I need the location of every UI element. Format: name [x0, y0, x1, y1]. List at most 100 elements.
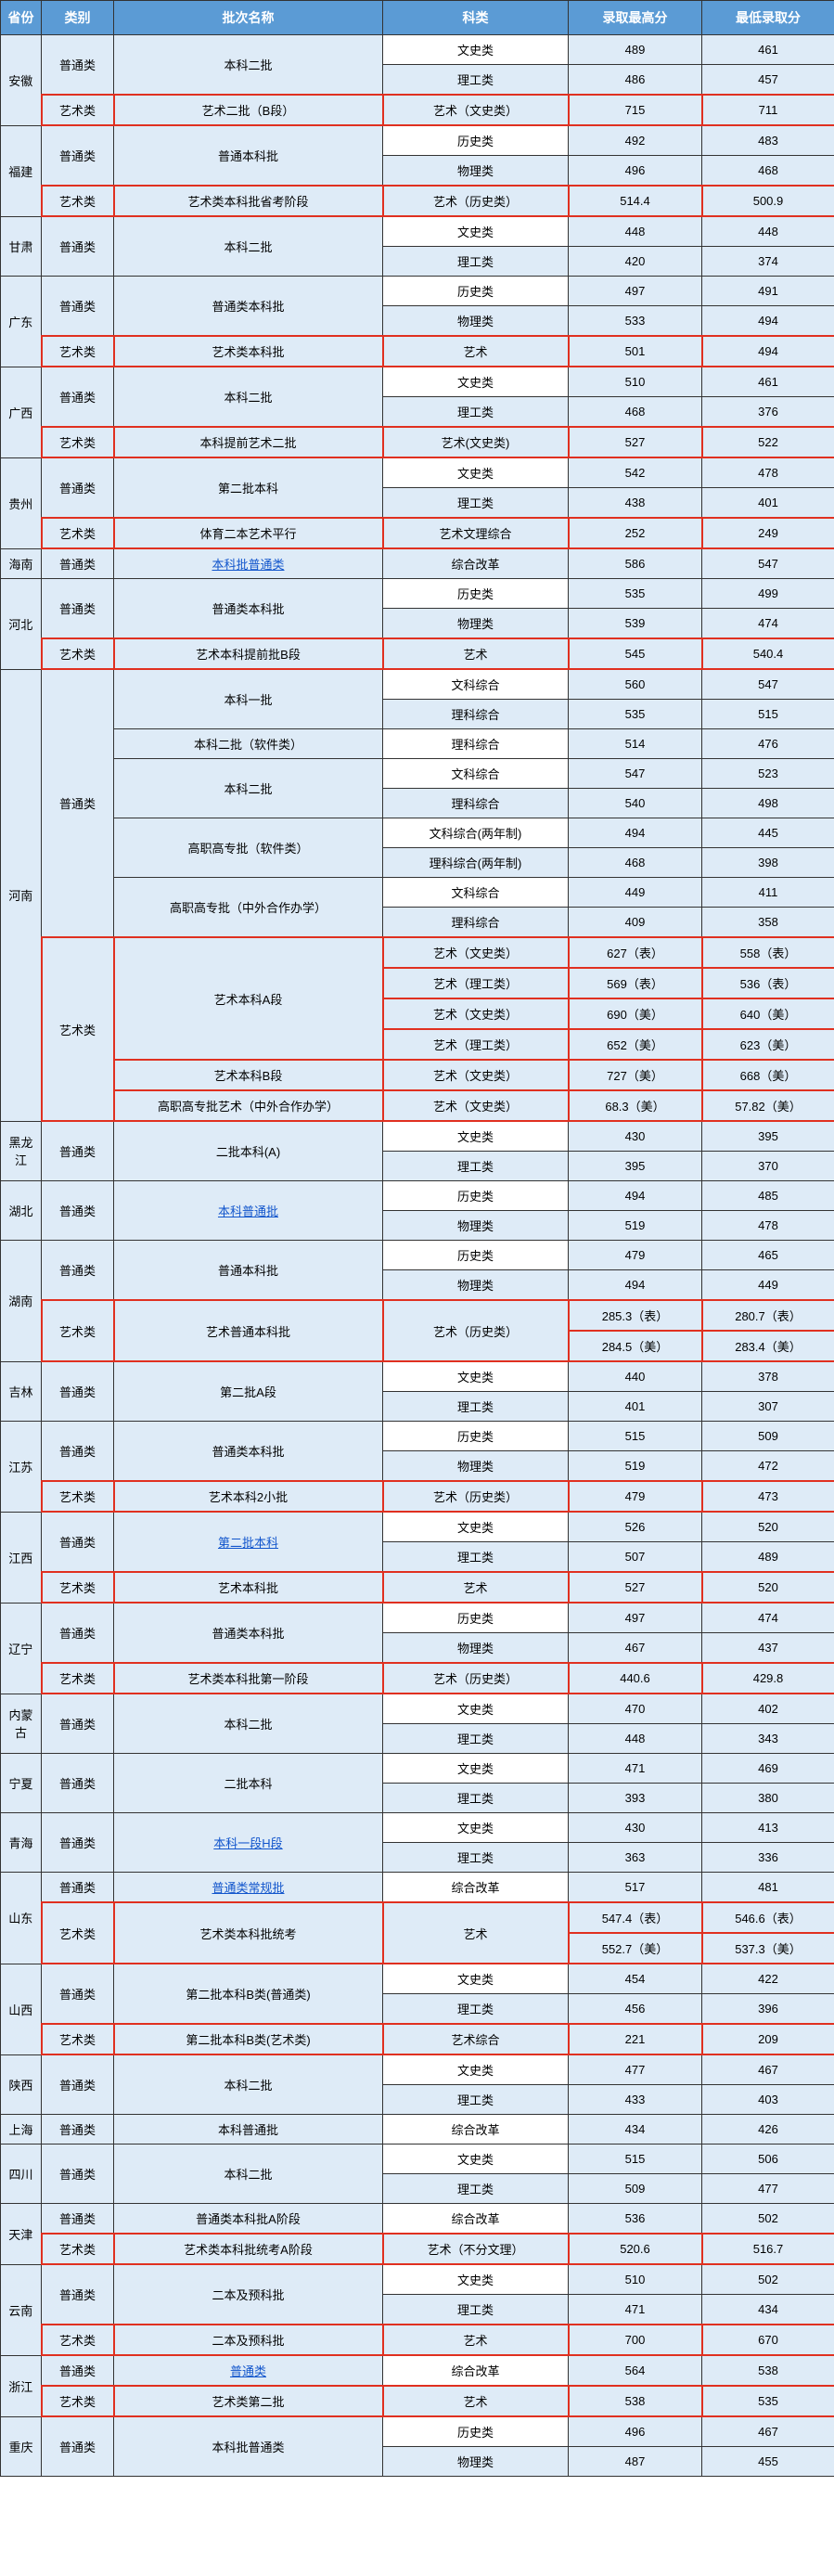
cell-category: 普通类 [42, 1603, 114, 1663]
table-row: 安徽普通类本科二批文史类489461 [1, 35, 834, 65]
cell-batch: 艺术类本科批统考A阶段 [114, 2234, 383, 2264]
cell-max: 652（美） [569, 1029, 702, 1060]
cell-category: 普通类 [42, 2355, 114, 2386]
cell-type: 文科综合 [383, 759, 569, 789]
cell-max: 715 [569, 95, 702, 125]
cell-category: 普通类 [42, 35, 114, 96]
cell-type: 综合改革 [383, 2355, 569, 2386]
cell-min: 472 [702, 1451, 834, 1482]
cell-min: 468 [702, 156, 834, 187]
cell-type: 理科综合 [383, 729, 569, 759]
cell-batch-link[interactable]: 本科普通批 [218, 1204, 278, 1218]
cell-min: 547 [702, 669, 834, 700]
cell-min: 500.9 [702, 186, 834, 216]
cell-max: 363 [569, 1843, 702, 1873]
cell-batch: 第二批本科 [114, 1512, 383, 1572]
cell-min: 401 [702, 488, 834, 519]
cell-type: 艺术 [383, 1902, 569, 1964]
cell-category: 普通类 [42, 2264, 114, 2325]
cell-min: 434 [702, 2295, 834, 2325]
table-row: 山东普通类普通类常规批综合改革517481 [1, 1873, 834, 1903]
table-row: 艺术本科B段艺术（文史类）727（美）668（美） [1, 1060, 834, 1090]
cell-type: 物理类 [383, 1211, 569, 1241]
cell-type: 艺术（理工类） [383, 1029, 569, 1060]
cell-type: 理工类 [383, 2295, 569, 2325]
col-province: 省份 [1, 1, 42, 35]
cell-category: 艺术类 [42, 937, 114, 1121]
cell-max: 514 [569, 729, 702, 759]
cell-min: 374 [702, 247, 834, 277]
cell-type: 文科综合 [383, 878, 569, 908]
cell-batch: 普通类本科批 [114, 1603, 383, 1663]
cell-min: 476 [702, 729, 834, 759]
cell-min: 448 [702, 216, 834, 247]
cell-max: 456 [569, 1994, 702, 2025]
cell-category: 普通类 [42, 216, 114, 277]
cell-max: 527 [569, 427, 702, 457]
cell-min: 474 [702, 609, 834, 639]
cell-max: 569（表） [569, 968, 702, 998]
cell-batch: 本科二批 [114, 2054, 383, 2115]
cell-max: 507 [569, 1542, 702, 1573]
cell-type: 物理类 [383, 1270, 569, 1301]
cell-max: 449 [569, 878, 702, 908]
cell-min: 283.4（美） [702, 1331, 834, 1361]
cell-batch-link[interactable]: 第二批本科 [218, 1536, 278, 1550]
cell-type: 文史类 [383, 1813, 569, 1843]
cell-min: 426 [702, 2115, 834, 2145]
cell-batch: 艺术本科B段 [114, 1060, 383, 1090]
cell-type: 艺术 [383, 2325, 569, 2355]
cell-batch: 艺术类本科批省考阶段 [114, 186, 383, 216]
cell-type: 理科综合 [383, 789, 569, 818]
cell-batch-link[interactable]: 本科批普通类 [212, 558, 284, 572]
cell-batch: 二本及预科批 [114, 2325, 383, 2355]
cell-min: 489 [702, 1542, 834, 1573]
cell-min: 209 [702, 2024, 834, 2054]
cell-max: 547 [569, 759, 702, 789]
cell-type: 艺术（理工类） [383, 968, 569, 998]
cell-batch-link[interactable]: 普通类常规批 [212, 1881, 284, 1895]
cell-max: 252 [569, 518, 702, 548]
cell-min: 398 [702, 848, 834, 878]
cell-max: 494 [569, 1270, 702, 1301]
cell-min: 478 [702, 1211, 834, 1241]
cell-max: 520.6 [569, 2234, 702, 2264]
cell-category: 艺术类 [42, 1902, 114, 1964]
cell-min: 395 [702, 1121, 834, 1152]
cell-min: 343 [702, 1724, 834, 1754]
cell-batch-link[interactable]: 本科一段H段 [213, 1836, 282, 1850]
cell-min: 380 [702, 1784, 834, 1813]
cell-max: 468 [569, 848, 702, 878]
cell-type: 综合改革 [383, 2115, 569, 2145]
cell-min: 280.7（表） [702, 1300, 834, 1331]
cell-batch: 高职高专批（软件类） [114, 818, 383, 878]
cell-type: 艺术 [383, 638, 569, 669]
cell-type: 历史类 [383, 579, 569, 609]
cell-min: 481 [702, 1873, 834, 1903]
cell-batch: 普通类本科批 [114, 579, 383, 639]
cell-type: 综合改革 [383, 2204, 569, 2235]
cell-min: 494 [702, 306, 834, 337]
cell-min: 546.6（表） [702, 1902, 834, 1933]
cell-type: 理工类 [383, 65, 569, 96]
cell-category: 普通类 [42, 1964, 114, 2024]
cell-min: 506 [702, 2145, 834, 2174]
cell-min: 455 [702, 2447, 834, 2477]
cell-category: 普通类 [42, 457, 114, 518]
table-row: 广东普通类普通类本科批历史类497491 [1, 277, 834, 306]
cell-type: 文史类 [383, 1361, 569, 1392]
cell-batch: 本科二批 [114, 35, 383, 96]
cell-type: 理科综合(两年制) [383, 848, 569, 878]
cell-category: 普通类 [42, 2115, 114, 2145]
cell-batch-link[interactable]: 普通类 [230, 2364, 266, 2378]
cell-category: 艺术类 [42, 427, 114, 457]
cell-max: 433 [569, 2085, 702, 2115]
cell-type: 理工类 [383, 397, 569, 428]
cell-category: 普通类 [42, 1754, 114, 1813]
table-row: 本科二批文科综合547523 [1, 759, 834, 789]
cell-max: 430 [569, 1121, 702, 1152]
cell-max: 509 [569, 2174, 702, 2204]
cell-batch: 二本及预科批 [114, 2264, 383, 2325]
cell-max: 536 [569, 2204, 702, 2235]
cell-province: 黑龙江 [1, 1121, 42, 1181]
